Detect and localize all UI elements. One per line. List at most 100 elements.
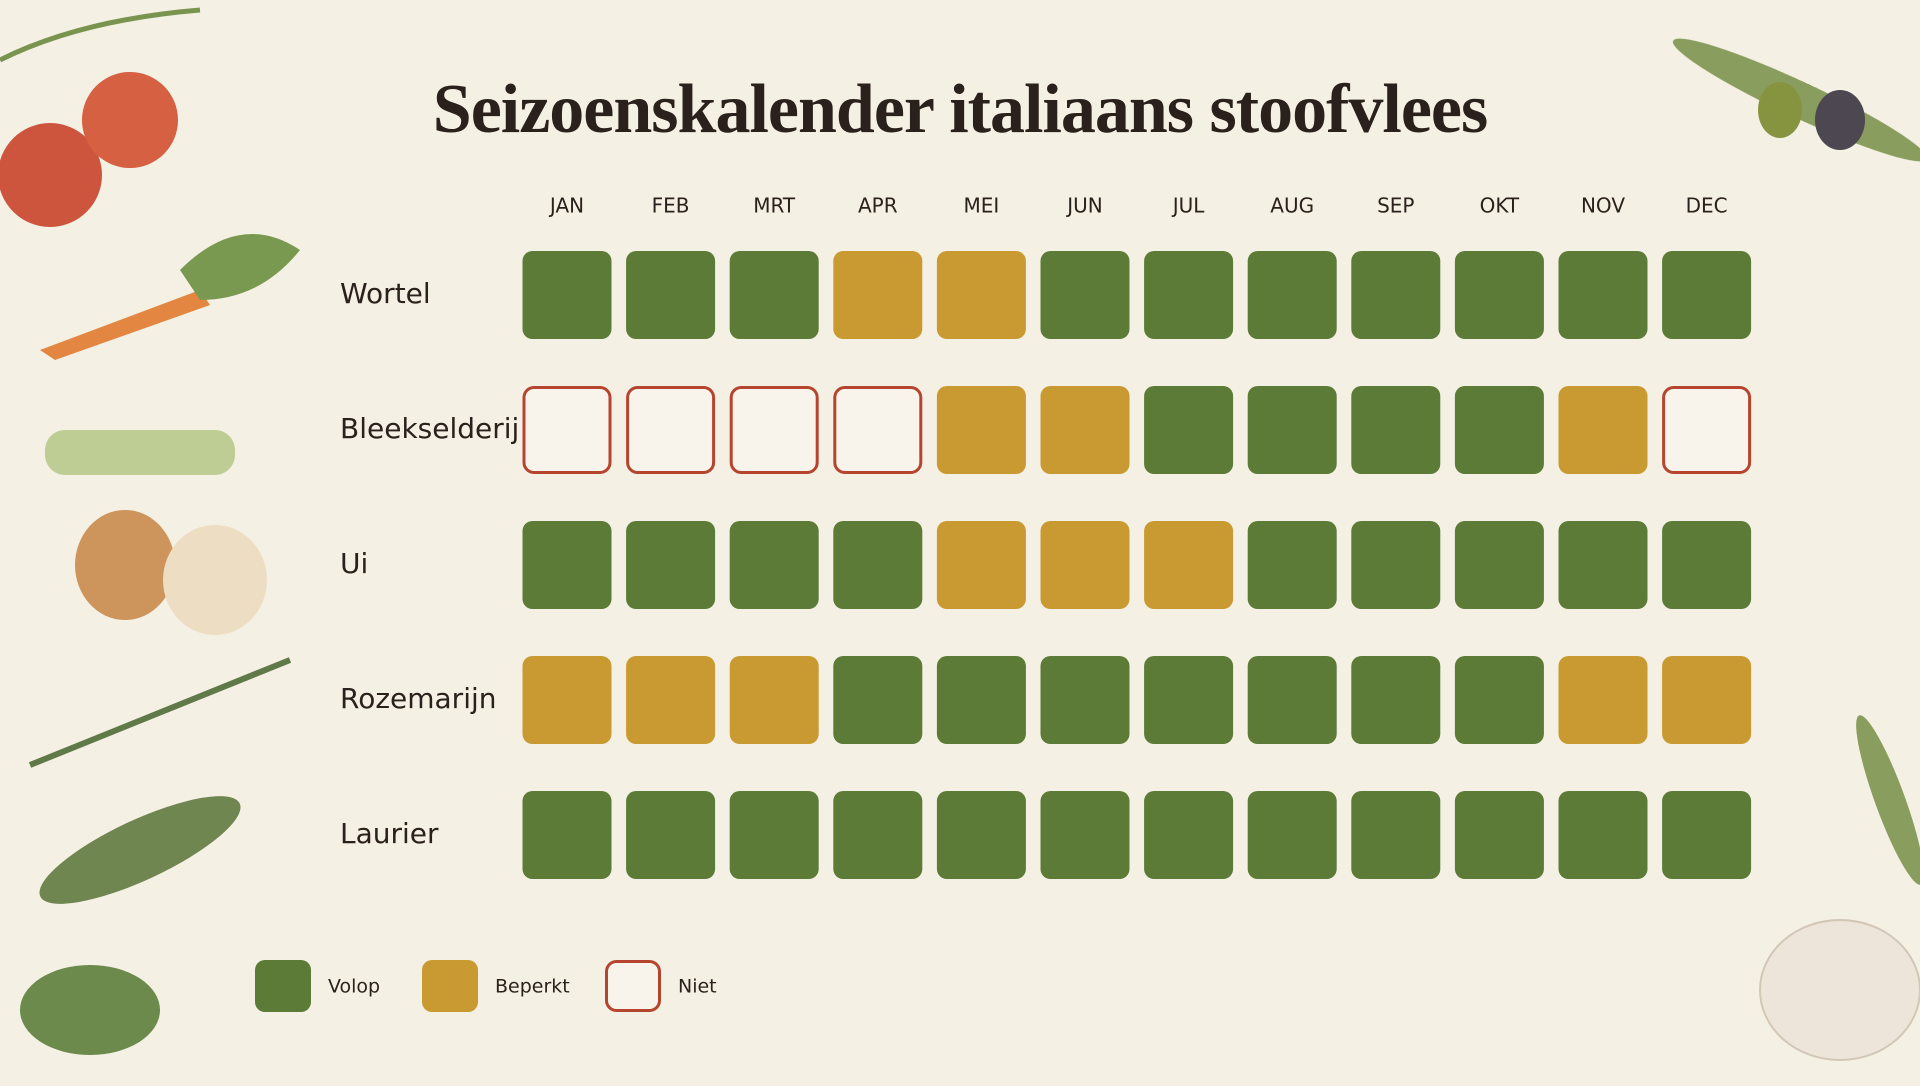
month-label: DEC <box>1686 194 1728 218</box>
row-label: Rozemarijn <box>340 682 497 715</box>
season-cell <box>936 251 1026 339</box>
celery <box>45 430 235 475</box>
season-cell <box>1662 251 1752 339</box>
rosemary <box>28 657 292 768</box>
season-cell <box>1662 386 1752 474</box>
tomato <box>0 123 102 227</box>
season-cell <box>522 251 612 339</box>
legend-label: Volop <box>328 976 380 998</box>
season-cell <box>1247 251 1337 339</box>
legend-label: Niet <box>678 976 717 998</box>
season-cell <box>1351 791 1441 879</box>
season-cell <box>1040 656 1130 744</box>
season-cell <box>936 386 1026 474</box>
month-label: JUN <box>1065 194 1103 218</box>
tomato <box>82 72 178 168</box>
season-cell <box>522 656 612 744</box>
season-cell <box>522 386 612 474</box>
season-cell <box>1454 656 1544 744</box>
season-cell <box>1558 251 1648 339</box>
month-label: MEI <box>964 194 1000 218</box>
row-label: Bleekselderij <box>340 412 519 445</box>
season-cell <box>1144 656 1234 744</box>
legend-swatch <box>422 960 478 1012</box>
season-cell <box>729 656 819 744</box>
olive <box>1815 90 1865 150</box>
season-cell <box>729 386 819 474</box>
legend-label: Beperkt <box>495 976 570 998</box>
season-cell <box>1144 791 1234 879</box>
season-cell <box>833 386 923 474</box>
season-cell <box>1040 791 1130 879</box>
season-cell <box>729 791 819 879</box>
season-cell <box>1558 791 1648 879</box>
onion <box>163 525 267 635</box>
month-label: JUL <box>1171 194 1206 218</box>
season-cell <box>1558 656 1648 744</box>
month-label: NOV <box>1581 194 1625 218</box>
season-cell <box>1662 656 1752 744</box>
legend-swatch <box>255 960 311 1012</box>
season-cell <box>1351 656 1441 744</box>
vine <box>0 7 201 63</box>
season-cell <box>1144 521 1234 609</box>
season-cell <box>522 521 612 609</box>
month-label: SEP <box>1377 194 1414 218</box>
season-cell <box>1040 251 1130 339</box>
season-cell <box>1247 386 1337 474</box>
season-cell <box>1454 521 1544 609</box>
season-cell <box>1454 251 1544 339</box>
month-label: APR <box>858 194 898 218</box>
season-cell <box>936 656 1026 744</box>
season-cell <box>1558 386 1648 474</box>
season-cell <box>833 791 923 879</box>
season-cell <box>1247 656 1337 744</box>
season-cell <box>833 521 923 609</box>
carrot-leaves <box>180 234 300 300</box>
basil <box>20 965 160 1055</box>
season-cell <box>522 791 612 879</box>
season-cell <box>1351 386 1441 474</box>
season-cell <box>729 521 819 609</box>
season-cell <box>1247 791 1337 879</box>
season-cell <box>1662 791 1752 879</box>
season-cell <box>1144 251 1234 339</box>
season-cell <box>626 386 716 474</box>
season-cell <box>729 251 819 339</box>
month-label: JAN <box>548 194 584 218</box>
olive-leaf <box>1856 715 1920 885</box>
bay-leaf <box>39 796 241 904</box>
row-label: Laurier <box>340 817 439 850</box>
olive <box>1758 82 1802 138</box>
chart-title: Seizoenskalender italiaans stoofvlees <box>433 71 1487 148</box>
row-label: Wortel <box>340 277 431 310</box>
season-cell <box>833 656 923 744</box>
season-cell <box>833 251 923 339</box>
month-label: AUG <box>1270 194 1314 218</box>
month-label: OKT <box>1480 194 1520 218</box>
carrot <box>40 290 210 360</box>
season-cell <box>626 251 716 339</box>
season-cell <box>1247 521 1337 609</box>
month-label: FEB <box>652 194 690 218</box>
season-cell <box>1351 251 1441 339</box>
season-cell <box>1454 791 1544 879</box>
onion <box>75 510 175 620</box>
season-cell <box>1144 386 1234 474</box>
season-cell <box>1454 386 1544 474</box>
season-cell <box>626 521 716 609</box>
season-cell <box>626 656 716 744</box>
decorations <box>0 7 1920 1061</box>
season-cell <box>936 521 1026 609</box>
season-cell <box>1040 386 1130 474</box>
row-label: Ui <box>340 547 368 580</box>
season-cell <box>1558 521 1648 609</box>
legend-swatch <box>605 960 661 1012</box>
season-cell <box>1662 521 1752 609</box>
month-label: MRT <box>753 194 796 218</box>
season-cell <box>1040 521 1130 609</box>
season-cell <box>936 791 1026 879</box>
season-cell <box>626 791 716 879</box>
season-cell <box>1351 521 1441 609</box>
